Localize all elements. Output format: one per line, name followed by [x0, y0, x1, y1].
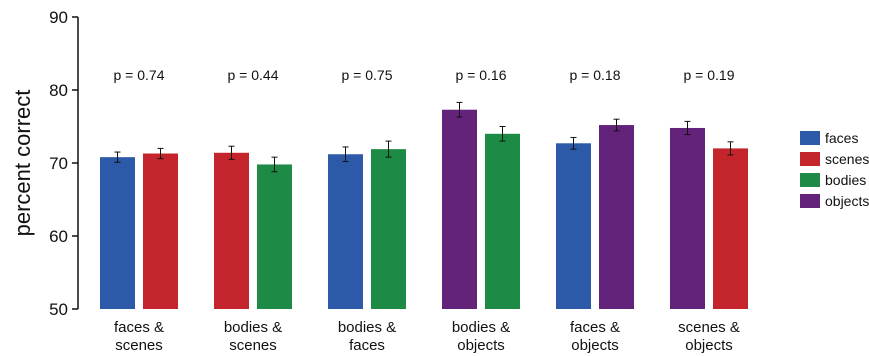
x-category-label-line2: objects	[457, 337, 505, 354]
legend-label: faces	[825, 130, 858, 146]
bar-scenes	[713, 148, 748, 309]
y-tick-label: 80	[49, 81, 68, 100]
bar-group: p = 0.19 scenes &objects	[670, 67, 748, 354]
bar-scenes	[214, 152, 249, 309]
bar-group: p = 0.16 bodies &objects	[442, 67, 520, 354]
legend-swatch	[800, 173, 820, 187]
y-axis: 50 60 70 80 90	[49, 8, 79, 319]
p-value-label: p = 0.74	[114, 67, 165, 83]
legend-item-faces: faces	[800, 130, 858, 146]
x-category-label-line2: scenes	[115, 337, 163, 354]
bar-group: p = 0.75 bodies &faces	[328, 67, 406, 354]
x-category-label-line1: faces &	[114, 319, 164, 336]
y-tick-label: 60	[49, 227, 68, 246]
x-category-label-line2: objects	[685, 337, 733, 354]
y-tick-label: 50	[49, 300, 68, 319]
legend: faces scenes bodies objects	[800, 130, 869, 209]
bar-group: p = 0.18 faces &objects	[556, 67, 634, 354]
bar-faces	[328, 154, 363, 309]
p-value-label: p = 0.44	[228, 67, 279, 83]
y-axis-label: percent correct	[10, 90, 35, 237]
bar-objects	[670, 127, 705, 310]
bar-group: p = 0.74 faces &scenes	[100, 67, 178, 354]
bar-bodies	[257, 164, 292, 309]
p-value-label: p = 0.16	[456, 67, 507, 83]
p-value-label: p = 0.18	[570, 67, 621, 83]
x-category-label-line1: scenes &	[678, 319, 740, 336]
bar-group: p = 0.44 bodies &scenes	[214, 67, 292, 354]
x-category-label-line1: bodies &	[452, 319, 510, 336]
p-value-label: p = 0.75	[342, 67, 393, 83]
p-value-label: p = 0.19	[684, 67, 735, 83]
y-tick-label: 70	[49, 154, 68, 173]
bar-faces	[100, 157, 135, 309]
bar-scenes	[143, 153, 178, 309]
legend-item-bodies: bodies	[800, 172, 866, 188]
x-category-label-line2: scenes	[229, 337, 277, 354]
x-category-label-line2: objects	[571, 337, 619, 354]
legend-swatch	[800, 194, 820, 208]
legend-item-scenes: scenes	[800, 151, 869, 167]
bar-bodies	[371, 149, 406, 309]
legend-label: bodies	[825, 172, 866, 188]
bar-bodies	[485, 133, 520, 309]
bar-objects	[599, 125, 634, 309]
legend-label: objects	[825, 193, 869, 209]
x-category-label-line1: faces &	[570, 319, 620, 336]
legend-item-objects: objects	[800, 193, 869, 209]
y-tick-label: 90	[49, 8, 68, 27]
x-category-label-line2: faces	[349, 337, 385, 354]
bar-objects	[442, 109, 477, 310]
x-category-label-line1: bodies &	[224, 319, 282, 336]
x-category-label-line1: bodies &	[338, 319, 396, 336]
bar-faces	[556, 143, 591, 309]
legend-swatch	[800, 152, 820, 166]
legend-label: scenes	[825, 151, 869, 167]
legend-swatch	[800, 131, 820, 145]
